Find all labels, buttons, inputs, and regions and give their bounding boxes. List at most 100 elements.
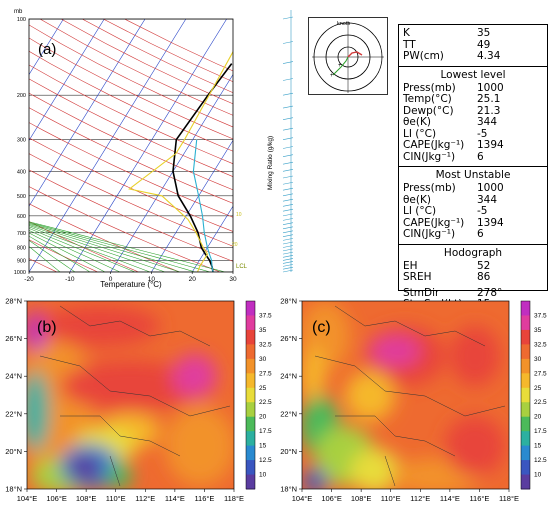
wind-barb [282, 222, 294, 225]
index-row-k: K 35 [403, 27, 543, 40]
x-tick-label: -20 [24, 276, 34, 283]
table-row: StmDir 278° [403, 286, 543, 300]
wind-barb [282, 137, 294, 141]
row-value: 1000 [477, 81, 504, 94]
dry-adiabat [29, 64, 233, 165]
hodograph-knots-label: knots [337, 21, 350, 27]
table-row: CIN(Jkg⁻¹) 6 [403, 150, 543, 164]
svg-text:+: + [330, 73, 334, 79]
row-key: LI (°C) [403, 205, 437, 217]
table-row: CAPE(Jkg⁻¹) 1394 [403, 139, 543, 152]
row-value: 1394 [477, 216, 504, 229]
dry-adiabat [29, 239, 99, 272]
moist-adiabat [29, 228, 136, 272]
section-title: Most Unstable [435, 169, 511, 181]
dry-adiabat [29, 169, 233, 262]
sounding-indices-table: K 35 TT 49 PW(cm) 4.34 Lowest level Press(m… [398, 24, 548, 310]
wind-barb [282, 230, 294, 234]
row-value: -5 [477, 127, 488, 140]
isotherm [69, 19, 227, 272]
colorbar-tick-label: 37.5 [259, 312, 272, 319]
row-key: θe(K) [403, 193, 431, 206]
wind-barb [282, 41, 294, 44]
isotherm [0, 19, 23, 277]
colorbar-tick-label: 27.5 [259, 370, 272, 377]
index-row-tt: TT 49 [403, 38, 543, 52]
map-panel-c: (c) 28°N 26°N 24°N 22°N 20°N 18°N 104°E 106°E 1… [280, 297, 547, 504]
moist-adiabat [29, 226, 151, 272]
wind-barb [282, 204, 294, 207]
isotherm [151, 139, 233, 272]
pressure-tick-label: 900 [17, 258, 26, 264]
colorbar-swatch [521, 387, 530, 403]
colorbar-swatch [521, 402, 530, 418]
wind-barb [282, 169, 294, 172]
wind-barb [282, 193, 294, 197]
colorbar-swatch [521, 301, 530, 316]
lowest-level-section: Lowest level Press(mb) 1000 Temp(°C) 25.1 … [399, 67, 547, 167]
moist-adiabat [29, 222, 212, 272]
lon-tick-label: 110°E [106, 494, 126, 503]
wind-barb [282, 181, 294, 185]
dry-adiabat [29, 153, 233, 247]
panel-label-a: (a) [38, 41, 56, 58]
lon-tick-label: 118°E [499, 494, 519, 503]
wind-barb [282, 61, 294, 64]
colorbar-tick-label: 15 [259, 443, 267, 450]
colorbar-tick-label: 35 [534, 327, 542, 334]
lon-tick-label: 116°E [194, 494, 214, 503]
colorbar-tick-label: 25 [259, 385, 267, 392]
row-value: 1394 [477, 139, 504, 151]
lat-tick-label: 26°N [280, 334, 297, 343]
index-value: 49 [477, 38, 491, 51]
table-row: SREH 86 [403, 271, 543, 284]
temperature-profile [172, 63, 233, 272]
dry-adiabat [29, 92, 233, 191]
wind-barb [282, 258, 294, 261]
colorbar-tick-label: 20 [259, 414, 267, 421]
table-row: LI (°C) -5 [403, 205, 543, 218]
lon-tick-label: 106°E [321, 494, 342, 503]
row-value: -5 [477, 205, 488, 217]
wind-barb [282, 146, 294, 149]
colorbar-swatch [521, 474, 530, 490]
table-row: CAPE(Jkg⁻¹) 1394 [403, 216, 543, 230]
side-tick-20: 20 [232, 242, 238, 248]
lon-tick-label: 112°E [410, 494, 430, 503]
skewt-xlabel: Temperature (°C) [100, 280, 162, 289]
pressure-tick-label: 100 [17, 17, 26, 23]
dry-adiabat [29, 186, 221, 272]
lon-tick-label: 114°E [440, 494, 460, 503]
wind-barb [282, 255, 294, 258]
colorbar-tick-label: 10 [534, 472, 542, 479]
isotherm [110, 74, 233, 272]
wind-barb [282, 248, 294, 252]
lon-tick-label: 108°E [76, 494, 97, 503]
index-row-pw: PW(cm) 4.34 [403, 50, 543, 63]
lon-tick-label: 116°E [469, 494, 489, 503]
isotherm [191, 205, 233, 272]
colorbar-swatch [521, 460, 530, 476]
colorbar-tick-label: 12.5 [259, 457, 272, 464]
colorbar-swatch [246, 402, 255, 418]
row-value: 278° [477, 286, 503, 299]
table-row: LI (°C) -5 [403, 127, 543, 141]
x-tick-label: 0 [109, 276, 113, 283]
colorbar-swatch [246, 358, 255, 374]
colorbar-swatch [521, 329, 530, 345]
wind-barb [282, 16, 294, 20]
moist-adiabat [29, 223, 197, 272]
moist-adiabat [29, 240, 76, 272]
row-key: LI (°C) [403, 127, 437, 140]
colorbar-tick-label: 12.5 [534, 457, 547, 464]
x-tick-label: 10 [148, 276, 156, 283]
row-key: EH [403, 259, 418, 272]
colorbar-swatch [521, 431, 530, 447]
table-row: θe(K) 344 [403, 116, 543, 129]
row-key: StmDir [403, 286, 440, 299]
colorbar-tick-label: 20 [534, 414, 542, 421]
row-key: CIN(Jkg⁻¹) [403, 150, 456, 163]
wind-barb [282, 238, 294, 241]
moist-adiabat [29, 230, 121, 272]
